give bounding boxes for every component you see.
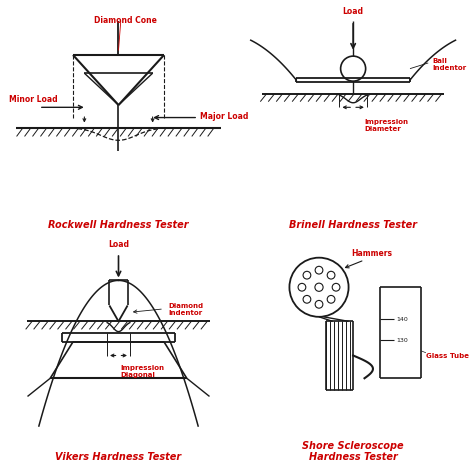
Text: Ball
Indentor: Ball Indentor bbox=[433, 57, 467, 71]
Text: Shore Scleroscope
Hardness Tester: Shore Scleroscope Hardness Tester bbox=[302, 441, 404, 463]
Text: Glass Tube: Glass Tube bbox=[426, 353, 469, 358]
Text: Minor Load: Minor Load bbox=[9, 95, 58, 104]
Text: Load: Load bbox=[343, 7, 364, 16]
Text: Load: Load bbox=[108, 239, 129, 248]
Text: Vikers Hardness Tester: Vikers Hardness Tester bbox=[55, 453, 182, 463]
Text: 130: 130 bbox=[396, 337, 408, 343]
Text: Rockwell Hardness Tester: Rockwell Hardness Tester bbox=[48, 220, 189, 230]
Text: Diamond
Indentor: Diamond Indentor bbox=[169, 303, 204, 317]
Text: Hammers: Hammers bbox=[351, 248, 392, 257]
Text: Diamond Cone: Diamond Cone bbox=[94, 16, 157, 25]
Text: Major Load: Major Load bbox=[201, 112, 249, 121]
Text: Impression
Diagonal: Impression Diagonal bbox=[121, 365, 165, 378]
Text: Brinell Hardness Tester: Brinell Hardness Tester bbox=[289, 220, 417, 230]
Text: 140: 140 bbox=[396, 317, 408, 321]
Text: Impression
Diameter: Impression Diameter bbox=[365, 118, 409, 132]
